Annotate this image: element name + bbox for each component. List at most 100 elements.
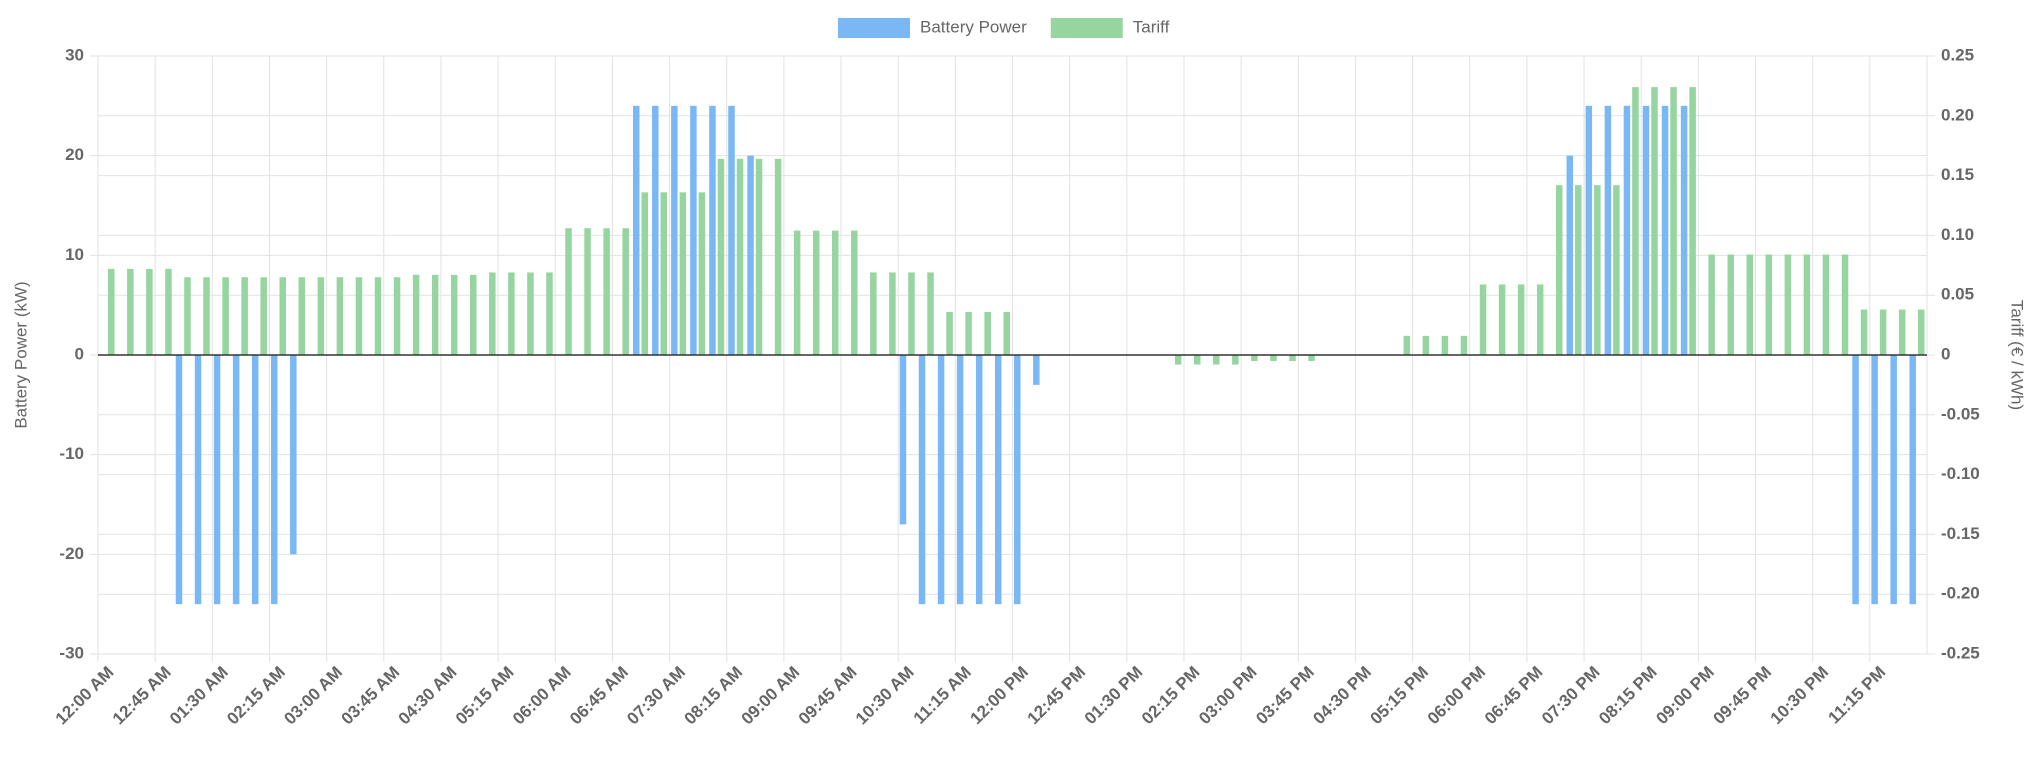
x-tick-label: 07:30 PM: [1538, 663, 1604, 729]
y-tick-label: 0: [75, 344, 84, 363]
x-tick-label: 04:30 AM: [395, 663, 461, 729]
y2-axis-title: Tariff (€ / kWh): [2008, 300, 2027, 410]
bar: [889, 272, 896, 355]
bar: [1575, 185, 1582, 355]
x-tick-label: 02:15 AM: [223, 663, 289, 729]
bar: [1193, 355, 1201, 365]
bar: [1566, 155, 1574, 355]
bar: [1860, 309, 1868, 355]
bar: [1909, 355, 1916, 605]
bar: [1585, 105, 1593, 355]
x-tick-label: 10:30 AM: [852, 663, 918, 729]
x-tick-label: 03:45 AM: [338, 663, 404, 729]
bar: [1871, 355, 1878, 605]
bar: [812, 230, 820, 355]
bar: [450, 274, 458, 355]
bar: [1746, 254, 1754, 355]
bar: [584, 228, 591, 355]
bar: [1441, 335, 1449, 355]
bar: [222, 277, 229, 355]
bar: [1174, 355, 1182, 365]
y2-tick-label: 0.15: [1941, 165, 1974, 184]
x-tick-label: 02:15 PM: [1138, 663, 1204, 729]
bar: [908, 272, 915, 355]
bar: [671, 105, 678, 355]
bar: [736, 158, 744, 355]
bar: [660, 192, 668, 355]
bar: [1033, 355, 1040, 385]
bar: [165, 268, 172, 355]
bar: [1403, 335, 1411, 355]
bar: [622, 228, 629, 355]
y2-tick-label: 0.25: [1941, 45, 1974, 64]
bar: [1651, 87, 1658, 355]
y-tick-label: -30: [59, 643, 84, 662]
bar: [317, 277, 325, 355]
bar: [946, 311, 953, 355]
bar: [355, 277, 363, 355]
y2-tick-label: -0.05: [1941, 404, 1980, 423]
bar: [298, 277, 306, 355]
bar: [108, 268, 115, 355]
y2-tick-label: -0.10: [1941, 464, 1980, 483]
bar: [747, 155, 754, 355]
bar: [851, 230, 858, 355]
bar: [984, 311, 991, 355]
bar: [1604, 105, 1612, 355]
legend-label: Battery Power: [920, 17, 1027, 36]
bar: [1422, 335, 1430, 355]
bar: [1852, 355, 1859, 605]
bar: [431, 274, 439, 355]
x-tick-label: 01:30 AM: [166, 663, 232, 729]
bar: [918, 355, 926, 605]
x-tick-label: 08:15 AM: [680, 663, 746, 729]
bar: [127, 268, 134, 355]
x-tick-label: 11:15 PM: [1824, 663, 1889, 728]
bar: [527, 272, 534, 355]
bar: [251, 355, 259, 605]
bar: [679, 192, 687, 355]
bar: [709, 105, 716, 355]
x-tick-label: 06:45 PM: [1481, 663, 1547, 729]
bar: [175, 355, 183, 605]
bar: [508, 272, 515, 355]
y2-tick-label: 0: [1941, 344, 1950, 363]
x-tick-label: 06:45 AM: [566, 663, 632, 729]
bar: [652, 105, 659, 355]
bar: [1879, 309, 1887, 355]
x-tick-label: 05:15 PM: [1367, 663, 1433, 729]
x-tick-label: 06:00 AM: [509, 663, 575, 729]
bar: [1765, 254, 1773, 355]
x-tick-label: 03:45 PM: [1252, 663, 1318, 729]
bar: [184, 277, 191, 355]
x-tick-label: 08:15 PM: [1595, 663, 1661, 729]
bar: [1632, 87, 1639, 355]
x-tick-label: 11:15 AM: [910, 663, 975, 728]
bar: [546, 272, 553, 355]
bar: [1822, 254, 1830, 355]
bar: [1594, 185, 1601, 355]
bar: [632, 105, 640, 355]
bar: [1890, 355, 1897, 605]
y-tick-label: 10: [65, 245, 84, 264]
bar: [1727, 254, 1734, 355]
bar: [956, 355, 964, 605]
bar: [1479, 284, 1487, 355]
x-tick-label: 03:00 AM: [280, 663, 346, 729]
bar: [241, 277, 248, 355]
bar: [927, 272, 934, 355]
y2-tick-label: -0.25: [1941, 643, 1980, 662]
bar: [393, 277, 401, 355]
bar: [1661, 105, 1669, 355]
bar: [1642, 105, 1650, 355]
bar: [489, 272, 496, 355]
bar: [1460, 335, 1468, 355]
x-tick-label: 12:00 AM: [52, 663, 118, 729]
bar: [1613, 185, 1620, 355]
bar: [728, 105, 735, 355]
x-tick-label: 01:30 PM: [1081, 663, 1147, 729]
x-tick-label: 06:00 PM: [1424, 663, 1490, 729]
bar: [146, 268, 153, 355]
x-tick-label: 03:00 PM: [1195, 663, 1261, 729]
